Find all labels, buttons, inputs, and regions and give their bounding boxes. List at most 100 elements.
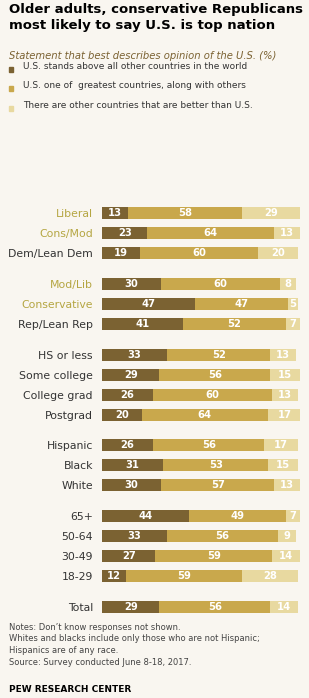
Text: 12: 12 (107, 571, 121, 581)
Text: 13: 13 (280, 480, 294, 490)
Bar (278, 530, 296, 542)
Bar (155, 550, 272, 562)
Text: 59: 59 (207, 551, 221, 561)
Text: 19: 19 (114, 248, 128, 258)
Text: Notes: Don’t know responses not shown.
Whites and blacks include only those who : Notes: Don’t know responses not shown. W… (9, 623, 260, 667)
Bar (272, 389, 298, 401)
Text: 47: 47 (235, 299, 248, 309)
Bar (183, 318, 286, 330)
Text: Older adults, conservative Republicans
most likely to say U.S. is top nation: Older adults, conservative Republicans m… (9, 3, 303, 33)
Text: 33: 33 (128, 531, 142, 541)
Text: 56: 56 (202, 440, 216, 450)
Bar (102, 601, 159, 613)
Text: 20: 20 (271, 248, 285, 258)
Bar (161, 278, 280, 290)
Text: U.S. one of  greatest countries, along with others: U.S. one of greatest countries, along wi… (23, 82, 246, 90)
Text: 13: 13 (108, 209, 122, 218)
Bar (102, 389, 153, 401)
Bar (102, 440, 153, 452)
Bar (258, 247, 298, 259)
Bar (274, 480, 300, 491)
Text: 31: 31 (126, 461, 140, 470)
Text: 64: 64 (204, 228, 218, 238)
Bar (126, 570, 242, 582)
Text: 53: 53 (209, 461, 222, 470)
Text: 9: 9 (283, 531, 290, 541)
Text: 33: 33 (128, 350, 142, 359)
Bar (270, 349, 296, 361)
Text: 14: 14 (279, 551, 293, 561)
Text: 58: 58 (178, 209, 192, 218)
Text: 13: 13 (276, 350, 290, 359)
Bar (102, 530, 167, 542)
Bar (163, 459, 268, 471)
Text: 29: 29 (124, 370, 138, 380)
Text: 5: 5 (289, 299, 296, 309)
Text: U.S. stands above all other countries in the world: U.S. stands above all other countries in… (23, 62, 248, 70)
Text: 56: 56 (208, 370, 222, 380)
Text: 29: 29 (124, 602, 138, 611)
Text: 20: 20 (115, 410, 129, 419)
Text: 13: 13 (280, 228, 294, 238)
Bar (153, 440, 264, 452)
Text: 60: 60 (206, 389, 220, 400)
Bar (264, 440, 298, 452)
Text: 57: 57 (211, 480, 225, 490)
Bar (242, 570, 298, 582)
Bar (102, 207, 128, 219)
Text: There are other countries that are better than U.S.: There are other countries that are bette… (23, 101, 253, 110)
Text: 15: 15 (278, 370, 292, 380)
Bar (268, 459, 298, 471)
Bar (147, 228, 274, 239)
Bar (102, 228, 147, 239)
Text: 17: 17 (278, 410, 292, 419)
Bar (286, 318, 300, 330)
Bar (102, 510, 189, 522)
Text: Statement that best describes opinion of the U.S. (%): Statement that best describes opinion of… (9, 51, 277, 61)
Text: 30: 30 (125, 480, 138, 490)
Text: 15: 15 (276, 461, 290, 470)
Text: 17: 17 (274, 440, 288, 450)
Text: 49: 49 (231, 511, 244, 521)
Bar (102, 318, 183, 330)
Text: 14: 14 (277, 602, 291, 611)
Bar (159, 369, 270, 380)
Text: 52: 52 (212, 350, 226, 359)
Bar (102, 550, 155, 562)
Text: 60: 60 (214, 279, 227, 289)
Text: 7: 7 (289, 319, 296, 329)
Bar (102, 298, 195, 310)
Text: 13: 13 (278, 389, 292, 400)
Bar (286, 510, 300, 522)
Text: 29: 29 (264, 209, 278, 218)
Text: 60: 60 (192, 248, 206, 258)
Text: 56: 56 (216, 531, 230, 541)
Text: 8: 8 (284, 279, 291, 289)
Text: 26: 26 (121, 440, 135, 450)
Bar (142, 408, 268, 420)
Bar (268, 408, 302, 420)
Bar (242, 207, 300, 219)
Bar (102, 408, 142, 420)
Text: 44: 44 (138, 511, 153, 521)
Text: 26: 26 (121, 389, 135, 400)
Text: 7: 7 (289, 511, 296, 521)
Text: 28: 28 (263, 571, 277, 581)
Text: 52: 52 (227, 319, 241, 329)
Bar (167, 349, 270, 361)
Bar (102, 570, 126, 582)
Text: PEW RESEARCH CENTER: PEW RESEARCH CENTER (9, 685, 132, 695)
Text: 59: 59 (177, 571, 191, 581)
Text: 56: 56 (208, 602, 222, 611)
Bar (270, 369, 300, 380)
Bar (102, 459, 163, 471)
Text: 30: 30 (125, 279, 138, 289)
Bar (167, 530, 278, 542)
Bar (270, 601, 298, 613)
Bar (102, 369, 159, 380)
Bar (274, 228, 300, 239)
Bar (102, 480, 161, 491)
Text: 41: 41 (135, 319, 150, 329)
Bar (161, 480, 274, 491)
Bar (195, 298, 288, 310)
